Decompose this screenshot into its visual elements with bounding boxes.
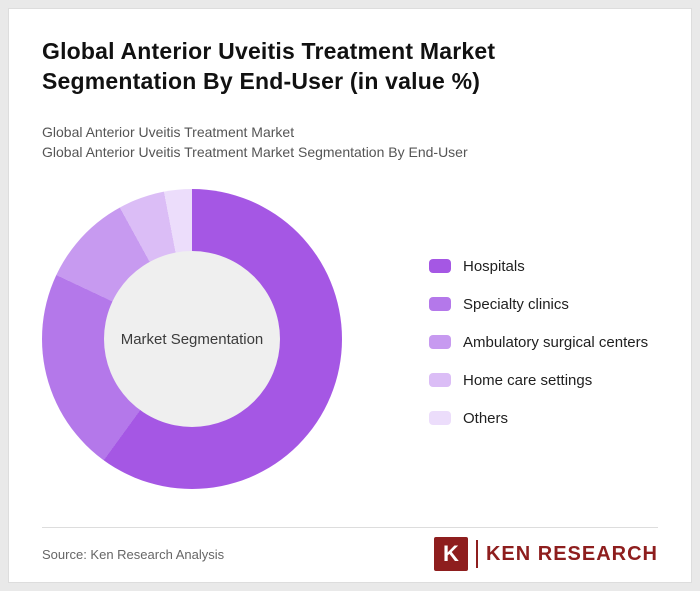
source-text: Source: Ken Research Analysis: [42, 547, 225, 562]
legend-item: Hospitals: [429, 255, 648, 277]
legend-item: Specialty clinics: [429, 293, 648, 315]
subtitle-segmentation: Global Anterior Uveitis Treatment Market…: [42, 144, 468, 160]
legend-swatch: [429, 335, 451, 349]
legend-label: Hospitals: [463, 257, 525, 275]
legend-label: Ambulatory surgical centers: [463, 333, 649, 351]
footer-divider: [42, 527, 658, 528]
logo-text: KEN RESEARCH: [485, 542, 658, 565]
legend-swatch: [429, 259, 451, 273]
donut-center-label: Market Segmentation: [120, 330, 264, 348]
subtitle-market: Global Anterior Uveitis Treatment Market: [42, 124, 295, 140]
logo-divider: [475, 540, 478, 568]
legend-label: Specialty clinics: [463, 295, 569, 313]
legend-label: Home care settings: [463, 371, 593, 389]
legend-label: Others: [463, 409, 509, 427]
donut-hole: Market Segmentation: [104, 251, 280, 427]
legend-swatch: [429, 373, 451, 387]
logo-letter: K: [443, 541, 459, 566]
legend: Hospitals Specialty clinics Ambulatory sur…: [429, 255, 648, 445]
legend-swatch: [429, 297, 451, 311]
legend-item: Ambulatory surgical centers: [429, 331, 648, 353]
logo-k-icon: K: [433, 537, 468, 571]
legend-item: Home care settings: [429, 369, 648, 391]
legend-item: Others: [429, 407, 648, 429]
report-card: Global Anterior Uveitis Treatment Market…: [8, 8, 692, 583]
ken-research-logo: K KEN RESEARCH: [433, 537, 658, 571]
donut-chart-area: Market Segmentation: [42, 189, 342, 489]
legend-swatch: [429, 411, 451, 425]
page-title: Global Anterior Uveitis Treatment Market…: [42, 38, 496, 94]
